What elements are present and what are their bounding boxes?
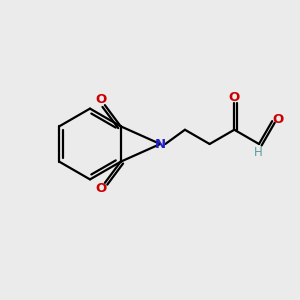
- Text: O: O: [273, 113, 284, 126]
- Text: O: O: [229, 91, 240, 104]
- Text: O: O: [95, 93, 106, 106]
- Text: H: H: [254, 146, 262, 159]
- Text: N: N: [155, 137, 166, 151]
- Text: O: O: [95, 182, 106, 195]
